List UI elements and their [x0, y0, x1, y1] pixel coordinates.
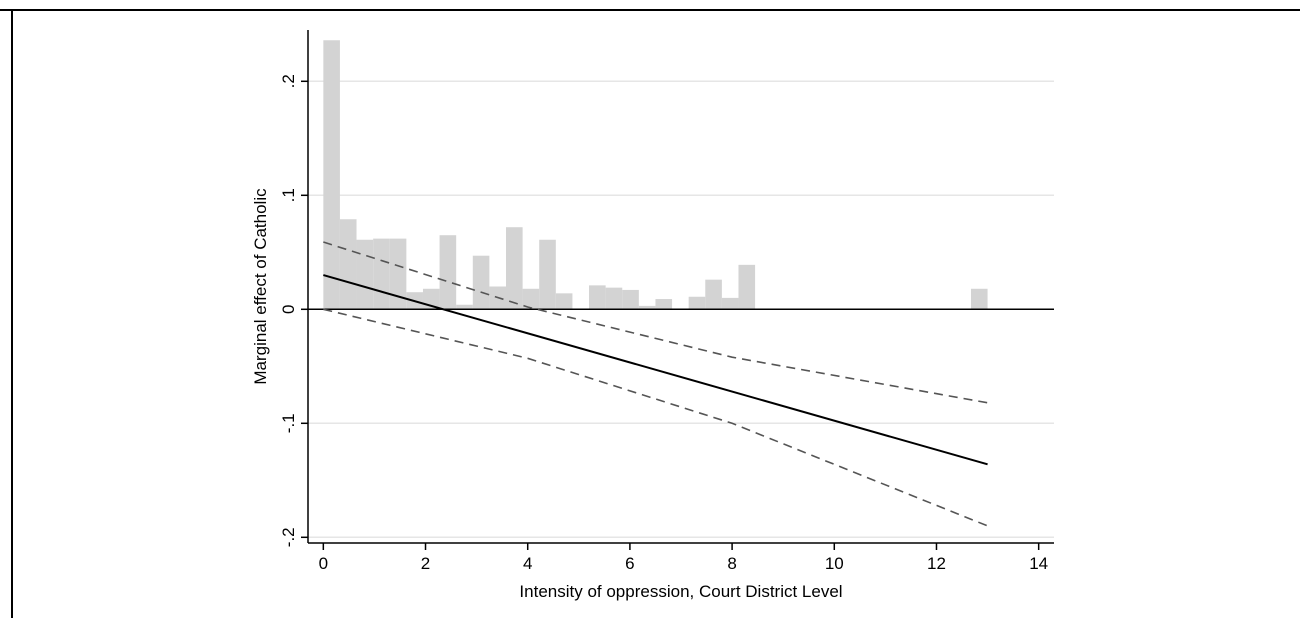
histogram-bar [970, 288, 988, 310]
x-tick-label: 8 [727, 554, 736, 573]
tick-labels: 0 2 4 6 8 10 12 14 .2 .1 0 -.1 -.2 [279, 74, 1048, 573]
histogram-bar [638, 305, 656, 310]
y-tick-label: .1 [279, 188, 298, 202]
histogram-bar [323, 40, 340, 310]
series-lines [308, 241, 1054, 527]
histogram-bar [472, 255, 490, 310]
frame-left-border [11, 9, 13, 618]
axes [301, 30, 1054, 550]
marginal-effect-line [323, 274, 988, 466]
histogram-bar [522, 288, 540, 310]
histogram-bar [539, 239, 556, 310]
histogram-bar [589, 285, 606, 310]
histogram-bar [738, 264, 756, 310]
histogram-bar [456, 304, 473, 310]
histogram-bar [721, 297, 739, 310]
histogram-bar [389, 238, 407, 310]
x-tick-label: 4 [523, 554, 532, 573]
histogram-bar [439, 235, 457, 310]
histogram-bar [373, 238, 390, 310]
x-tick-label: 10 [825, 554, 844, 573]
histogram-bar [339, 219, 357, 310]
histogram-bar [356, 239, 374, 310]
histogram-bar [555, 293, 573, 310]
y-tick-label: .2 [279, 74, 298, 88]
frame-top-border [0, 9, 1300, 11]
x-tick-label: 6 [625, 554, 634, 573]
x-tick-label: 2 [421, 554, 430, 573]
x-axis-title: Intensity of oppression, Court District … [519, 582, 842, 601]
y-axis-title: Marginal effect of Catholic [251, 188, 270, 385]
confidence-bound-line [323, 241, 988, 404]
y-tick-label: -.1 [279, 413, 298, 433]
y-tick-label: 0 [279, 305, 298, 314]
histogram-bar [688, 296, 706, 310]
x-tick-label: 14 [1029, 554, 1048, 573]
histogram-bar [605, 287, 623, 310]
histogram-bar [622, 289, 639, 310]
x-tick-label: 12 [927, 554, 946, 573]
histogram-bar [655, 299, 673, 310]
y-tick-label: -.2 [279, 527, 298, 547]
histogram-bar [705, 279, 722, 310]
confidence-bound-line [323, 308, 988, 527]
histogram [323, 40, 988, 310]
histogram-bar [505, 227, 523, 310]
x-tick-label: 0 [319, 554, 328, 573]
